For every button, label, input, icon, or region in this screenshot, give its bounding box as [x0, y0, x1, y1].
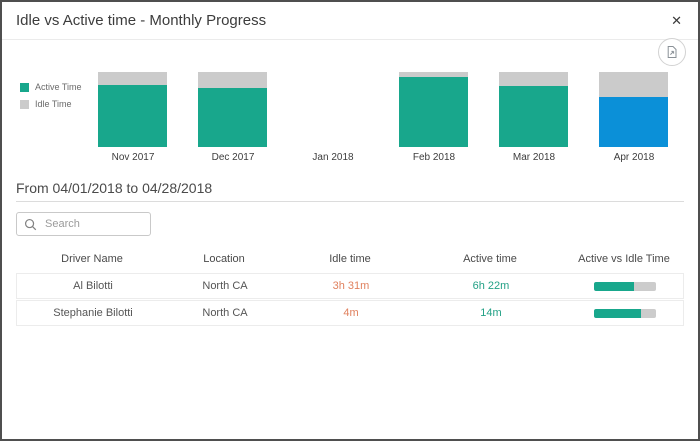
column-header-active-vs-idle-time: Active vs Idle Time: [578, 253, 670, 265]
chart-month-label: Feb 2018: [412, 152, 456, 163]
legend-swatch-icon: [20, 82, 29, 92]
driver-name-cell: Al Bilotti: [73, 280, 113, 292]
bar-segment-active: [98, 85, 167, 147]
chart-bar-feb-2018[interactable]: [399, 72, 468, 147]
chart-month-label: Jan 2018: [312, 152, 354, 163]
legend-item-idle-time: Idle Time: [20, 99, 82, 109]
search-box: [16, 212, 151, 236]
chart-legend: Active Time Idle Time: [20, 82, 82, 116]
bar-segment-active: [198, 88, 267, 147]
bar-segment-idle: [98, 72, 167, 85]
active-time-cell: 6h 22m: [472, 280, 510, 292]
table-row[interactable]: Al Bilotti North CA 3h 31m 6h 22m: [16, 273, 684, 299]
table-header-row: Driver Name Location Idle time Active time A…: [16, 247, 684, 273]
active-time-cell: 14m: [480, 307, 502, 319]
bar-segment-active: [399, 77, 468, 147]
idle-time-cell: 4m: [343, 307, 359, 319]
bar-segment-active: [499, 86, 568, 147]
close-icon[interactable]: ✕: [663, 9, 690, 33]
export-icon: [667, 46, 677, 58]
table-body: Al Bilotti North CA 3h 31m 6h 22m Stephanie …: [16, 273, 684, 326]
bar-segment-idle: [399, 72, 468, 77]
chart-bar-apr-2018[interactable]: [599, 72, 668, 147]
column-header-location: Location: [203, 253, 245, 265]
chart-month-label: Nov 2017: [111, 152, 155, 163]
column-header-active-time: Active time: [463, 253, 517, 265]
export-button[interactable]: [658, 38, 686, 66]
progress-bar-fill: [594, 308, 642, 318]
bar-segment-idle: [198, 72, 267, 88]
dialog-title: Idle vs Active time - Monthly Progress: [16, 12, 267, 29]
chart-bar-dec-2017[interactable]: [198, 72, 267, 147]
chart-month-label: Dec 2017: [211, 152, 255, 163]
active-vs-idle-cell: [561, 308, 689, 318]
chart-bar-mar-2018[interactable]: [499, 72, 568, 147]
dialog-header: Idle vs Active time - Monthly Progress ✕: [2, 2, 698, 40]
table-row[interactable]: Stephanie Bilotti North CA 4m 14m: [16, 300, 684, 326]
bar-segment-active: [599, 97, 668, 147]
location-cell: North CA: [202, 280, 248, 292]
progress-bar: [594, 308, 656, 318]
location-cell: North CA: [202, 307, 248, 319]
bar-segment-idle: [499, 72, 568, 86]
active-vs-idle-cell: [561, 281, 689, 291]
chart-bar-nov-2017[interactable]: [98, 72, 167, 147]
search-input[interactable]: [43, 217, 143, 231]
progress-bar: [594, 281, 656, 291]
legend-swatch-icon: [20, 99, 29, 109]
search-icon: [24, 218, 37, 230]
drivers-table: Driver Name Location Idle time Active time A…: [16, 247, 684, 326]
chart-month-label: Mar 2018: [512, 152, 556, 163]
monthly-progress-chart: Active Time Idle Time Nov 2017 Dec 2017 Jan…: [2, 40, 698, 165]
chart-month-label: Apr 2018: [613, 152, 655, 163]
legend-label: Active Time: [35, 82, 82, 92]
legend-item-active-time: Active Time: [20, 82, 82, 92]
driver-name-cell: Stephanie Bilotti: [53, 307, 133, 319]
column-header-idle-time: Idle time: [329, 253, 371, 265]
column-header-driver-name: Driver Name: [61, 253, 123, 265]
idle-time-cell: 3h 31m: [332, 280, 370, 292]
progress-bar-fill: [594, 281, 634, 291]
date-range-label: From 04/01/2018 to 04/28/2018: [16, 165, 684, 202]
legend-label: Idle Time: [35, 99, 72, 109]
bar-segment-idle: [599, 72, 668, 97]
